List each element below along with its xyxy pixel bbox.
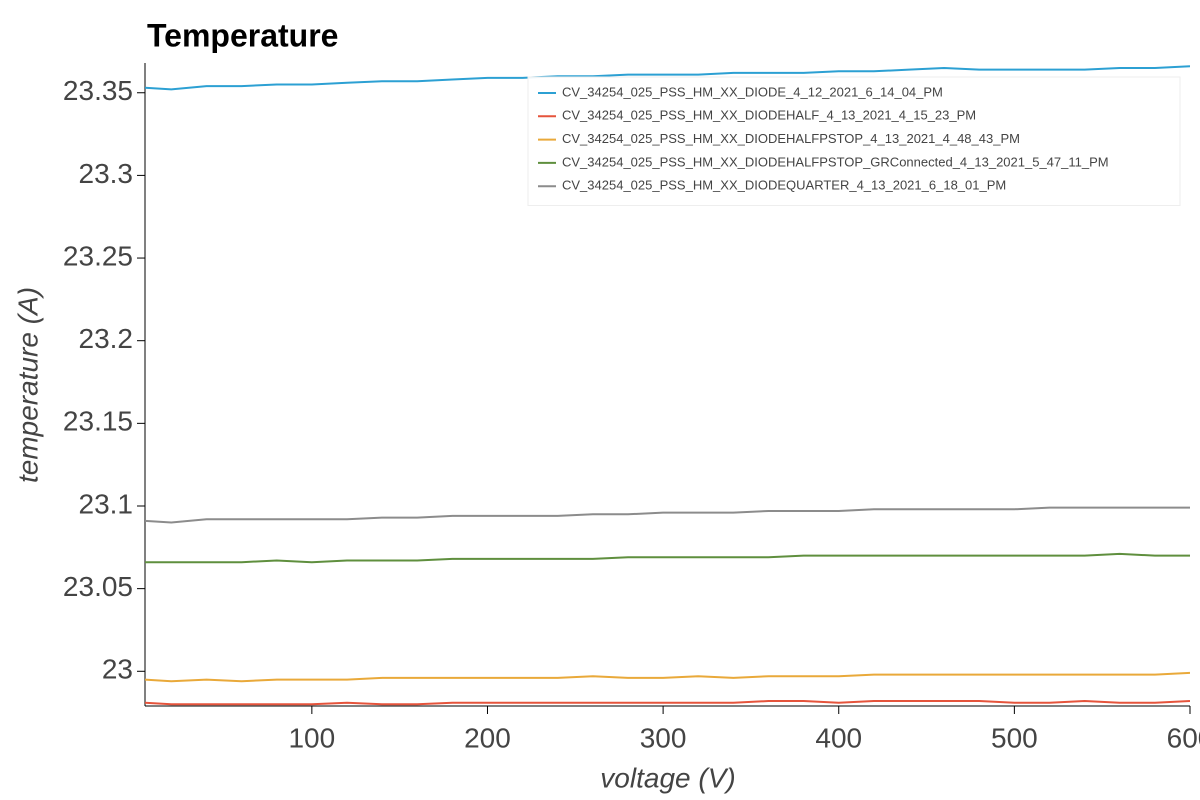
y-tick-label: 23 bbox=[102, 654, 133, 685]
legend-label: CV_34254_025_PSS_HM_XX_DIODE_4_12_2021_6… bbox=[562, 84, 943, 99]
y-tick-label: 23.35 bbox=[63, 75, 133, 106]
series-line bbox=[145, 699, 1190, 706]
x-tick-label: 200 bbox=[464, 722, 511, 753]
x-tick-label: 100 bbox=[288, 722, 335, 753]
series-line bbox=[145, 671, 1190, 683]
series-line bbox=[145, 506, 1190, 524]
x-tick-label: 400 bbox=[815, 722, 862, 753]
legend-label: CV_34254_025_PSS_HM_XX_DIODEHALF_4_13_20… bbox=[562, 108, 976, 123]
y-tick-label: 23.2 bbox=[79, 323, 134, 354]
legend-label: CV_34254_025_PSS_HM_XX_DIODEHALFPSTOP_GR… bbox=[562, 154, 1109, 169]
y-tick-label: 23.3 bbox=[79, 158, 134, 189]
legend-box bbox=[527, 76, 1181, 206]
legend: CV_34254_025_PSS_HM_XX_DIODE_4_12_2021_6… bbox=[527, 76, 1181, 206]
y-tick-label: 23.1 bbox=[79, 488, 134, 519]
chart-title: Temperature bbox=[147, 17, 338, 53]
series-line bbox=[145, 65, 1190, 91]
y-tick-label: 23.05 bbox=[63, 571, 133, 602]
y-tick-label: 23.15 bbox=[63, 406, 133, 437]
y-axis-label: temperature (A) bbox=[12, 287, 43, 483]
legend-label: CV_34254_025_PSS_HM_XX_DIODEHALFPSTOP_4_… bbox=[562, 131, 1020, 146]
x-tick-label: 500 bbox=[991, 722, 1038, 753]
series-line bbox=[145, 552, 1190, 564]
y-tick-label: 23.25 bbox=[63, 240, 133, 271]
legend-label: CV_34254_025_PSS_HM_XX_DIODEQUARTER_4_13… bbox=[562, 178, 1006, 193]
x-tick-label: 600 bbox=[1167, 722, 1200, 753]
x-axis-label: voltage (V) bbox=[600, 762, 735, 793]
plot-area bbox=[145, 65, 1190, 706]
x-tick-label: 300 bbox=[640, 722, 687, 753]
